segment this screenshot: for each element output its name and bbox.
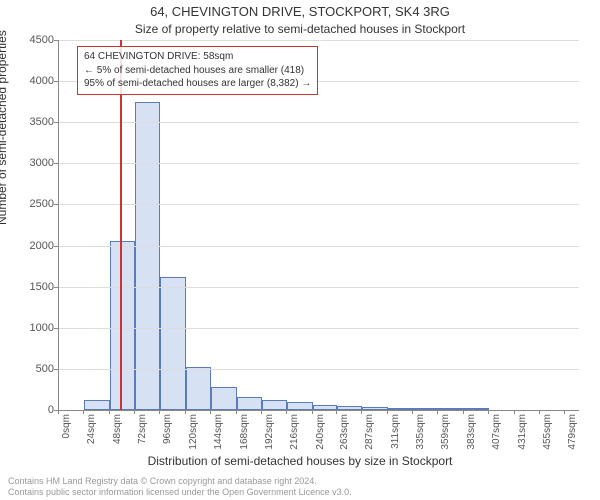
xtick-mark [83, 410, 84, 414]
ytick-label: 4500 [14, 34, 54, 46]
xtick-mark [312, 410, 313, 414]
xtick-mark [488, 410, 489, 414]
histogram-bar [110, 241, 135, 410]
xtick-mark [134, 410, 135, 414]
xtick-mark [159, 410, 160, 414]
histogram-bar [84, 400, 109, 410]
annotation-box: 64 CHEVINGTON DRIVE: 58sqm ← 5% of semi-… [77, 46, 318, 95]
gridline [59, 163, 579, 164]
xtick-mark [261, 410, 262, 414]
gridline [59, 246, 579, 247]
xtick-mark [463, 410, 464, 414]
xtick-mark [437, 410, 438, 414]
ytick-label: 3500 [14, 116, 54, 128]
xtick-mark [185, 410, 186, 414]
xtick-mark [412, 410, 413, 414]
ytick-mark [54, 204, 58, 205]
gridline [59, 328, 579, 329]
xtick-mark [387, 410, 388, 414]
xtick-mark [210, 410, 211, 414]
ytick-label: 1500 [14, 281, 54, 293]
xtick-mark [58, 410, 59, 414]
footnote-line2: Contains public sector information licen… [8, 487, 352, 498]
ytick-label: 3000 [14, 157, 54, 169]
gridline [59, 40, 579, 41]
chart-title-line2: Size of property relative to semi-detach… [0, 22, 600, 36]
xtick-mark [361, 410, 362, 414]
ytick-mark [54, 163, 58, 164]
ytick-label: 1000 [14, 322, 54, 334]
ytick-label: 500 [14, 363, 54, 375]
footnote-line1: Contains HM Land Registry data © Crown c… [8, 476, 352, 487]
gridline [59, 369, 579, 370]
xtick-mark [286, 410, 287, 414]
xtick-mark [109, 410, 110, 414]
ytick-mark [54, 81, 58, 82]
reference-line [120, 40, 122, 410]
annotation-line2: ← 5% of semi-detached houses are smaller… [84, 64, 311, 78]
xtick-mark [236, 410, 237, 414]
bars-layer [59, 40, 579, 410]
histogram-bar [287, 402, 312, 410]
annotation-line3: 95% of semi-detached houses are larger (… [84, 77, 311, 91]
ytick-mark [54, 246, 58, 247]
chart-title-line1: 64, CHEVINGTON DRIVE, STOCKPORT, SK4 3RG [0, 4, 600, 19]
ytick-mark [54, 369, 58, 370]
histogram-bar [438, 408, 463, 410]
ytick-mark [54, 328, 58, 329]
gridline [59, 204, 579, 205]
x-axis-label: Distribution of semi-detached houses by … [0, 454, 600, 468]
histogram-bar [413, 408, 438, 410]
xtick-mark [514, 410, 515, 414]
histogram-bar [211, 387, 236, 410]
ytick-label: 2000 [14, 240, 54, 252]
histogram-bar [362, 407, 387, 410]
histogram-bar [464, 408, 489, 410]
y-axis-label: Number of semi-detached properties [0, 30, 9, 225]
ytick-label: 2500 [14, 198, 54, 210]
histogram-bar [388, 408, 413, 410]
histogram-bar [337, 406, 362, 410]
xtick-mark [336, 410, 337, 414]
xtick-mark [564, 410, 565, 414]
histogram-bar [262, 400, 287, 410]
ytick-mark [54, 122, 58, 123]
ytick-label: 0 [14, 404, 54, 416]
xtick-mark [539, 410, 540, 414]
plot-area: 64 CHEVINGTON DRIVE: 58sqm ← 5% of semi-… [58, 40, 579, 411]
ytick-mark [54, 40, 58, 41]
histogram-bar [160, 277, 185, 410]
histogram-bar [313, 405, 337, 410]
annotation-line1: 64 CHEVINGTON DRIVE: 58sqm [84, 50, 311, 64]
histogram-bar [135, 102, 160, 410]
ytick-label: 4000 [14, 75, 54, 87]
chart-container: 64, CHEVINGTON DRIVE, STOCKPORT, SK4 3RG… [0, 0, 600, 500]
ytick-mark [54, 287, 58, 288]
gridline [59, 122, 579, 123]
histogram-bar [237, 397, 262, 410]
gridline [59, 287, 579, 288]
footnote: Contains HM Land Registry data © Crown c… [8, 476, 352, 498]
histogram-bar [186, 367, 211, 410]
